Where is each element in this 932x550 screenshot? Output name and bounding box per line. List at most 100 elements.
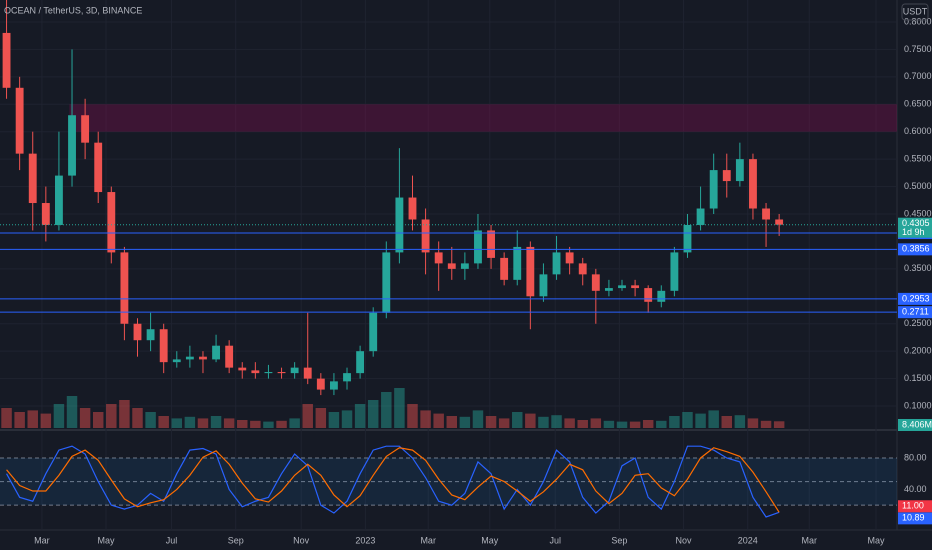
y-tick-label: 0.6500 — [904, 99, 932, 109]
currency: USDT — [903, 6, 928, 16]
volume-bar — [629, 421, 641, 428]
candle-body — [2, 32, 11, 88]
x-tick-label: 2023 — [355, 535, 375, 545]
candle-body — [762, 208, 770, 220]
x-tick-label: May — [481, 535, 499, 545]
candle-body — [277, 372, 286, 374]
volume-bar — [498, 418, 510, 428]
candle-body — [225, 345, 234, 368]
candle-body — [591, 274, 600, 291]
volume-bar — [171, 418, 183, 428]
x-tick-label: Nov — [676, 535, 693, 545]
candle-body — [94, 142, 103, 193]
candle-body — [107, 192, 116, 253]
candle-body — [578, 263, 587, 275]
volume-bar — [420, 410, 431, 428]
volume-bar — [132, 408, 143, 428]
volume-bar — [79, 408, 91, 428]
x-tick-label: Jul — [166, 535, 178, 545]
chart-title: OCEAN / TetherUS, 3D, BINANCE — [4, 5, 142, 15]
candle-body — [604, 288, 613, 291]
volume-bar — [53, 404, 65, 428]
candle-body — [41, 203, 50, 225]
y-tick-label: 40.00 — [904, 484, 927, 494]
volume-bar — [485, 416, 497, 428]
last-value-box — [898, 500, 932, 513]
countdown: 1d 9h — [902, 227, 925, 237]
volume-bar — [119, 400, 130, 428]
volume-bar — [525, 413, 536, 428]
y-tick-label: 0.1000 — [904, 400, 932, 410]
volume-bar — [616, 421, 628, 428]
volume-bar — [642, 420, 654, 428]
candle-body — [343, 373, 351, 382]
level-box — [898, 243, 932, 256]
x-tick-label: Sep — [228, 535, 244, 545]
candle-body — [238, 367, 247, 371]
candle-body — [172, 359, 181, 363]
candle-body — [526, 246, 535, 297]
volume-bar — [14, 412, 25, 428]
last-value-label: 10.89 — [902, 513, 925, 523]
y-tick-label: 80.00 — [904, 452, 927, 462]
volume-last-label: 8.406M — [902, 419, 932, 429]
volume-bar — [459, 416, 471, 428]
volume-bar — [40, 413, 52, 428]
x-tick-label: Mar — [802, 535, 818, 545]
volume-last-box — [898, 419, 932, 431]
volume-bar — [708, 410, 719, 428]
last-price-label: 0.4305 — [902, 218, 930, 228]
candle-body — [251, 370, 260, 374]
volume-bar — [250, 420, 261, 428]
candle-body — [316, 378, 325, 390]
candle-body — [133, 323, 142, 341]
candle-body — [474, 230, 482, 264]
candle-body — [408, 197, 417, 220]
volume-bar — [106, 404, 117, 428]
volume-bar — [184, 416, 196, 428]
x-tick-label: Nov — [293, 535, 310, 545]
candle-body — [81, 115, 90, 143]
candle-body — [54, 175, 63, 225]
candle-body — [15, 87, 24, 154]
volume-bar — [564, 418, 575, 428]
volume-bar — [302, 404, 313, 428]
volume-bar — [603, 420, 615, 428]
x-tick-label: May — [98, 535, 116, 545]
volume-bar — [551, 415, 562, 428]
level-label: 0.2711 — [902, 307, 929, 317]
candle-body — [644, 288, 653, 302]
candle-body — [657, 290, 666, 302]
candle-body — [749, 159, 757, 209]
candle-body — [68, 115, 76, 176]
volume-bar — [354, 404, 366, 428]
volume-bar — [407, 404, 418, 428]
volume-bar — [433, 413, 444, 428]
last-price-box — [898, 217, 932, 238]
level-box — [898, 292, 932, 305]
candle-body — [120, 252, 129, 324]
candle-body — [28, 153, 37, 204]
volume-bar — [773, 421, 785, 428]
y-tick-label: 0.2500 — [904, 318, 932, 328]
candle-body — [199, 356, 207, 360]
candle-body — [212, 345, 220, 360]
level-label: 0.3856 — [902, 244, 930, 254]
candle-body — [185, 356, 194, 360]
volume-bar — [158, 416, 169, 428]
stoch-line — [6, 447, 780, 513]
candle-body — [552, 252, 561, 275]
currency-box — [901, 3, 929, 21]
x-tick-label: May — [868, 535, 886, 545]
volume-bar — [289, 418, 300, 428]
candle-body — [487, 230, 495, 258]
volume-bar — [590, 418, 602, 428]
candle-body — [369, 312, 378, 352]
volume-bar — [341, 410, 353, 428]
volume-bar — [734, 415, 746, 428]
candle-body — [709, 170, 718, 209]
volume-bar — [145, 412, 156, 428]
candle-body — [303, 367, 312, 379]
